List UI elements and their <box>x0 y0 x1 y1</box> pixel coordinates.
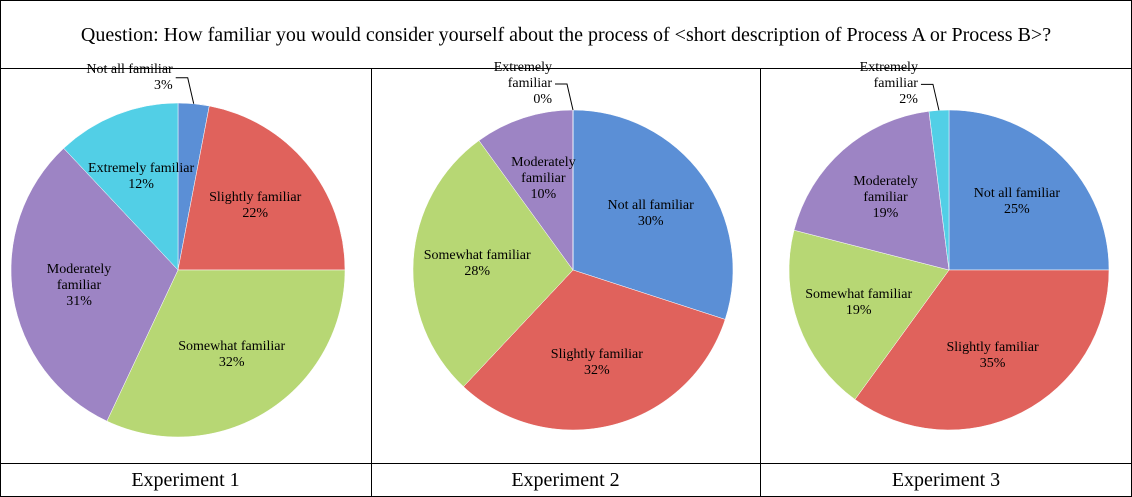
category-label: Somewhat familiar <box>805 286 913 302</box>
caption: Experiment 2 <box>511 469 620 491</box>
pie-slice <box>788 229 950 400</box>
value-label: 12% <box>128 176 154 192</box>
slice-label: Moderately familiar 31% <box>24 262 134 310</box>
value-label: 2% <box>899 92 918 108</box>
question: Question: How familiar you would conside… <box>80 23 1052 46</box>
category-label: Somewhat familiar <box>423 247 531 263</box>
leader-line <box>920 83 940 111</box>
category-label: Slightly familiar <box>550 346 643 362</box>
slice-label: Not all familiar 30% <box>596 198 706 230</box>
value-label: 0% <box>533 92 552 107</box>
category-label: Extremely familiar <box>493 60 552 91</box>
pie-slice <box>177 105 346 271</box>
category-label: Slightly familiar <box>209 190 302 206</box>
value-label: 25% <box>1004 202 1030 218</box>
category-label: Moderately familiar <box>46 261 112 293</box>
pie-slice <box>928 109 950 271</box>
category-label: Extremely familiar <box>88 160 195 176</box>
pie-slice <box>10 147 179 422</box>
category-label: Moderately familiar <box>853 173 918 205</box>
slice-label: Slightly familiar 35% <box>938 340 1048 372</box>
slice-label: Somewhat familiar 32% <box>177 339 287 371</box>
slice-label: Slightly familiar 22% <box>200 190 310 222</box>
category-label: Moderately familiar <box>511 154 576 186</box>
slice-label: Somewhat familiar 19% <box>804 287 914 319</box>
value-label: 10% <box>530 186 557 202</box>
slice-label: Extremely familiar 12% <box>86 161 196 193</box>
pie-slice <box>478 109 574 271</box>
category-label: Extremely familiar <box>859 60 918 92</box>
leader-line <box>175 77 195 104</box>
pie-slice <box>793 110 950 271</box>
value-label: 22% <box>242 206 269 222</box>
slice-label: Not all familiar 3% <box>73 61 173 94</box>
value-label: 3% <box>154 77 173 93</box>
value-label: 35% <box>979 355 1006 371</box>
caption: Experiment 1 <box>131 469 240 491</box>
pie-slice <box>572 109 734 320</box>
category-label: Not all familiar <box>86 61 173 77</box>
value-label: 32% <box>218 354 245 370</box>
value-label: 19% <box>845 302 872 318</box>
pie-slice <box>463 269 726 431</box>
value-label: 32% <box>584 362 610 378</box>
category-label: Slightly familiar <box>946 339 1039 355</box>
pie-slice <box>412 140 574 387</box>
pie-slice <box>63 102 179 271</box>
slice-label: Not all familiar 25% <box>962 186 1072 218</box>
slice-label: Slightly familiar 32% <box>542 347 652 379</box>
slice-label: Somewhat familiar 28% <box>422 248 532 280</box>
leader-line <box>555 83 574 111</box>
category-label: Somewhat familiar <box>178 338 286 354</box>
pie-slice <box>948 109 1110 271</box>
slice-label: Extremely familiar 2% <box>818 60 918 108</box>
pie-slice <box>854 269 1110 431</box>
value-label: 30% <box>637 213 664 229</box>
value-label: 31% <box>66 293 92 309</box>
pie-slice <box>106 269 346 438</box>
category-label: Not all familiar <box>973 186 1061 202</box>
slice-label: Extremely familiar 0% <box>452 60 552 108</box>
value-label: 28% <box>464 263 491 279</box>
slice-label: Moderately familiar 19% <box>831 174 941 222</box>
caption: Experiment 3 <box>891 469 1001 491</box>
value-label: 19% <box>872 205 899 221</box>
category-label: Not all familiar <box>607 197 694 213</box>
slice-label: Moderately familiar 10% <box>488 155 598 203</box>
